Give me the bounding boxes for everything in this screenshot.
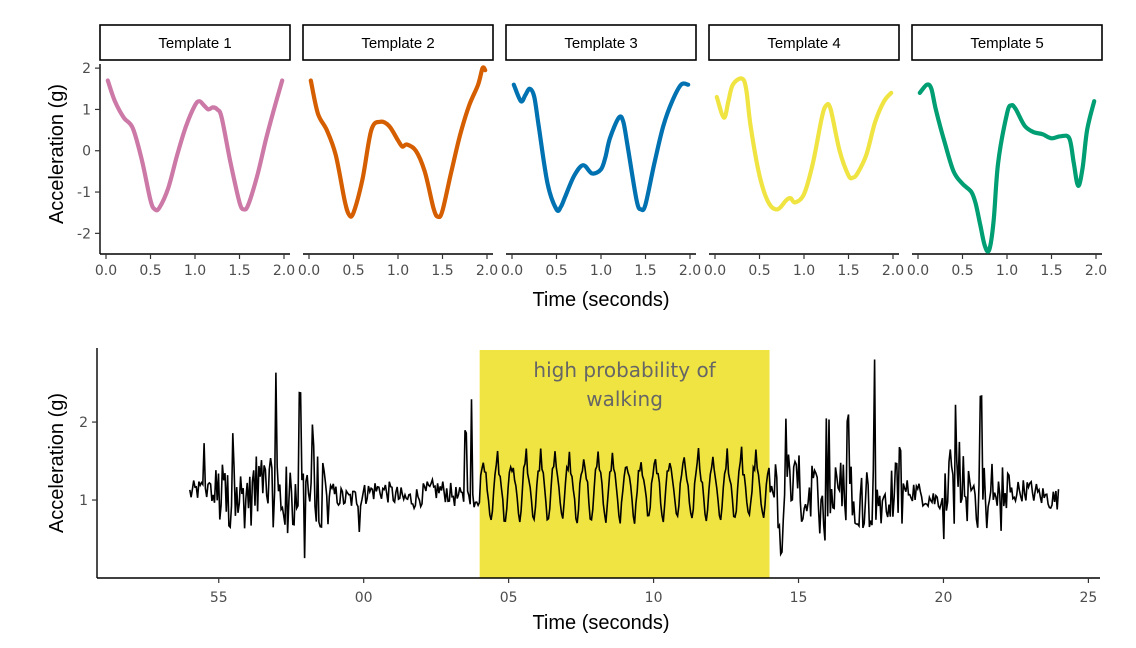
strip-label: Template 4 — [767, 35, 840, 52]
strip-box — [708, 24, 900, 61]
template-series-line — [511, 81, 691, 213]
bottom-y-axis-title: Acceleration (g) — [46, 393, 68, 533]
strip-box — [505, 24, 697, 61]
walking-highlight — [479, 350, 770, 578]
template-series-line — [714, 76, 894, 212]
x-tick-label: 1.5 — [634, 263, 656, 279]
x-tick-label: 0.0 — [298, 263, 320, 279]
strip-label: Template 1 — [158, 35, 231, 52]
x-tick-label: 1.0 — [793, 263, 815, 279]
x-tick-label: 1.5 — [837, 263, 859, 279]
template-panel-2: Template 2 0.0 0.5 1.0 1.5 2.0 — [298, 24, 498, 279]
x-tick-label: 0.5 — [748, 263, 770, 279]
strip-box — [99, 24, 291, 61]
y-tick-label: 1 — [82, 102, 91, 118]
y-tick-label: 2 — [79, 415, 88, 431]
strip-box — [911, 24, 1103, 61]
template-panel-1: Template 1 0.0 0.5 1.0 1.5 2.0 — [95, 24, 295, 279]
template-series-line — [917, 82, 1097, 254]
x-tick-label: 20 — [935, 590, 953, 606]
x-tick-label: 2.0 — [1085, 263, 1107, 279]
template-panel-5: Template 5 0.0 0.5 1.0 1.5 2.0 — [907, 24, 1107, 279]
y-tick-label: 1 — [79, 493, 88, 509]
template-series-line — [308, 65, 488, 220]
y-tick-label: -1 — [77, 185, 91, 201]
strip-box — [302, 24, 494, 61]
y-tick-label: -2 — [77, 226, 91, 242]
x-tick-label: 05 — [500, 590, 518, 606]
strip-label: Template 3 — [564, 35, 637, 52]
x-tick-label: 1.5 — [228, 263, 250, 279]
x-tick-label: 0.0 — [704, 263, 726, 279]
template-series-line — [105, 78, 285, 213]
strip-label: Template 5 — [970, 35, 1043, 52]
x-tick-label: 55 — [210, 590, 228, 606]
y-tick-label: 2 — [82, 61, 91, 77]
bottom-x-axis-title: Time (seconds) — [532, 612, 669, 634]
x-tick-label: 10 — [645, 590, 663, 606]
top-y-axis: -2 -1 0 1 2 — [77, 61, 101, 254]
x-tick-label: 15 — [790, 590, 808, 606]
x-tick-label: 0.0 — [907, 263, 929, 279]
template-panel-4: Template 4 0.0 0.5 1.0 1.5 2.0 — [704, 24, 904, 279]
y-tick-label: 0 — [82, 144, 91, 160]
acceleration-signal-line — [189, 359, 1060, 559]
highlight-label-line-2: walking — [586, 387, 663, 411]
x-tick-label: 2.0 — [273, 263, 295, 279]
x-tick-label: 2.0 — [882, 263, 904, 279]
top-y-axis-title: Acceleration (g) — [46, 84, 68, 224]
x-tick-label: 2.0 — [476, 263, 498, 279]
x-tick-label: 1.5 — [1040, 263, 1062, 279]
x-tick-label: 0.0 — [501, 263, 523, 279]
template-panels: Template 1 0.0 0.5 1.0 1.5 2.0 Template 2 0.0 0.… — [77, 24, 1107, 279]
x-tick-label: 25 — [1079, 590, 1097, 606]
x-tick-label: 1.0 — [996, 263, 1018, 279]
x-tick-label: 1.5 — [431, 263, 453, 279]
signal-axes: 1 2 55 00 05 10 15 20 25 — [79, 348, 1100, 606]
x-tick-label: 1.0 — [184, 263, 206, 279]
strip-label: Template 2 — [361, 35, 434, 52]
x-tick-label: 1.0 — [590, 263, 612, 279]
x-tick-label: 0.5 — [139, 263, 161, 279]
x-tick-label: 0.0 — [95, 263, 117, 279]
highlight-label-line-1: high probability of — [533, 358, 716, 382]
signal-panel: high probability of walking 1 2 55 00 05 10 15… — [46, 348, 1100, 634]
x-tick-label: 0.5 — [545, 263, 567, 279]
x-tick-label: 2.0 — [679, 263, 701, 279]
template-panel-3: Template 3 0.0 0.5 1.0 1.5 2.0 — [501, 24, 701, 279]
x-tick-label: 0.5 — [342, 263, 364, 279]
top-axis-titles: Acceleration (g) Time (seconds) — [46, 84, 670, 311]
x-tick-label: 1.0 — [387, 263, 409, 279]
x-tick-label: 0.5 — [951, 263, 973, 279]
x-tick-label: 00 — [355, 590, 373, 606]
top-x-axis-title: Time (seconds) — [532, 289, 669, 311]
